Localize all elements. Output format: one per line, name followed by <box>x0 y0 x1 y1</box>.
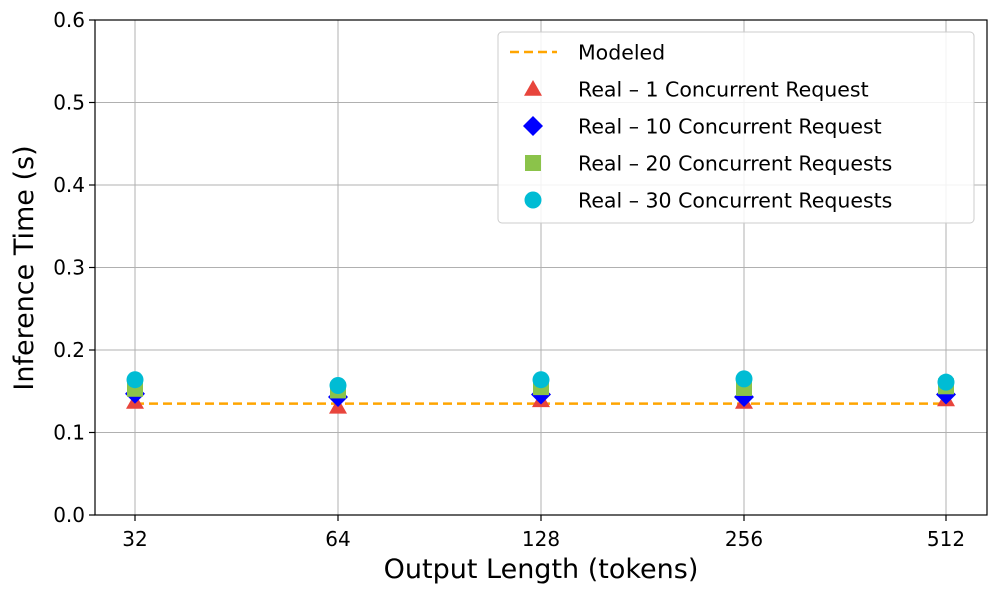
y-tick-label: 0.2 <box>53 338 85 362</box>
legend: Modeled Real – 1 Concurrent Request Real –… <box>497 31 975 224</box>
y-tick-label: 0.0 <box>53 503 85 527</box>
tick-labels: 0.0 0.1 0.2 0.3 0.4 0.5 0.6 32 64 128 256 512 <box>53 8 965 551</box>
series-4 <box>126 370 955 394</box>
legend-label: Real – 30 Concurrent Requests <box>578 189 892 213</box>
circle-marker <box>937 373 955 391</box>
legend-label: Real – 20 Concurrent Requests <box>578 152 892 176</box>
legend-circle-swatch <box>524 191 542 209</box>
axis-ticks <box>89 19 947 521</box>
y-tick-label: 0.5 <box>53 91 85 115</box>
circle-marker <box>126 371 144 389</box>
y-tick-label: 0.4 <box>53 173 85 197</box>
legend-label: Modeled <box>578 41 665 65</box>
y-tick-label: 0.1 <box>53 421 85 445</box>
x-axis-label: Output Length (tokens) <box>384 554 699 585</box>
circle-marker <box>735 370 753 388</box>
x-tick-label: 128 <box>522 527 560 551</box>
x-tick-label: 512 <box>927 527 965 551</box>
legend-square-swatch <box>525 155 541 171</box>
legend-triangle-swatch <box>524 80 542 96</box>
x-tick-label: 32 <box>122 527 147 551</box>
legend-label: Real – 10 Concurrent Request <box>578 115 882 139</box>
series-layer <box>125 370 956 414</box>
x-tick-label: 256 <box>725 527 763 551</box>
circle-marker <box>532 371 550 389</box>
y-tick-label: 0.3 <box>53 256 85 280</box>
legend-diamond-swatch <box>523 116 543 136</box>
circle-marker <box>329 376 347 394</box>
y-tick-label: 0.6 <box>53 8 85 32</box>
x-tick-label: 64 <box>325 527 350 551</box>
legend-label: Real – 1 Concurrent Request <box>578 78 869 102</box>
legend-box <box>497 31 975 224</box>
y-axis-label: Inference Time (s) <box>9 145 40 390</box>
